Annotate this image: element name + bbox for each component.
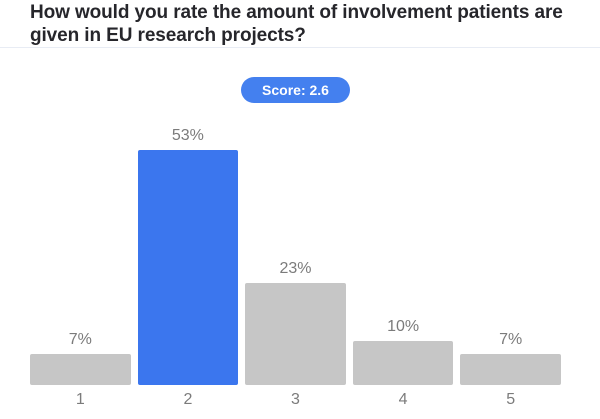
bar-chart: 7% 1 53% 2 23% 3 10% 4 7% 5 <box>30 126 561 410</box>
bar-1[interactable] <box>30 354 131 385</box>
bar-group-4: 10% 4 <box>352 317 454 410</box>
question-title: How would you rate the amount of involve… <box>30 2 563 46</box>
bar-group-3: 23% 3 <box>245 259 346 410</box>
score-badge: Score: 2.6 <box>241 77 350 103</box>
axis-label-3: 3 <box>291 391 300 408</box>
axis-label-2: 2 <box>183 391 193 408</box>
bar-value-label: 7% <box>499 331 523 348</box>
bar-2[interactable] <box>137 150 239 385</box>
divider <box>0 47 600 48</box>
axis-label-1: 1 <box>75 391 85 408</box>
bar-value-label: 23% <box>279 260 312 277</box>
bar-group-2: 53% 2 <box>137 126 239 410</box>
bar-group-1: 7% 1 <box>30 330 131 410</box>
bar-3[interactable] <box>245 283 346 385</box>
bar-4[interactable] <box>352 341 454 385</box>
score-badge-row: Score: 2.6 <box>30 77 561 103</box>
bar-group-5: 7% 5 <box>460 330 561 410</box>
bar-value-label: 53% <box>171 127 204 144</box>
bar-5[interactable] <box>460 354 561 385</box>
bar-value-label: 10% <box>387 318 420 335</box>
axis-label-5: 5 <box>506 391 516 408</box>
bar-value-label: 7% <box>68 331 92 348</box>
axis-label-4: 4 <box>398 391 408 408</box>
